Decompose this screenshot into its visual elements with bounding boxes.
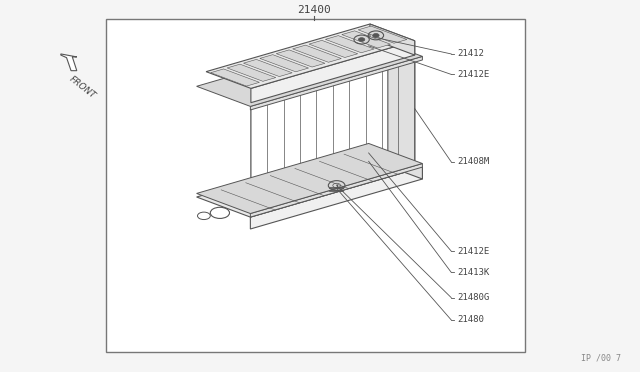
Polygon shape [243,60,292,77]
Polygon shape [227,64,276,81]
Polygon shape [370,24,415,55]
Polygon shape [211,69,259,86]
Polygon shape [276,50,325,67]
Polygon shape [250,57,422,110]
Polygon shape [260,55,308,72]
Text: 21412: 21412 [458,49,484,58]
Bar [106,19,525,352]
Polygon shape [250,167,422,229]
Text: FRONT: FRONT [67,74,97,100]
Text: 21412E: 21412E [458,247,490,256]
Polygon shape [196,144,422,214]
Polygon shape [224,45,415,103]
Text: 21400: 21400 [297,6,330,15]
Polygon shape [196,36,422,106]
Circle shape [372,33,379,37]
Polygon shape [292,45,341,62]
Polygon shape [369,147,422,179]
Polygon shape [196,147,422,217]
Polygon shape [388,45,415,162]
Polygon shape [251,41,415,103]
Polygon shape [342,31,390,48]
Polygon shape [61,54,77,71]
Text: 21480G: 21480G [458,293,490,302]
Polygon shape [206,24,415,89]
Polygon shape [251,55,415,210]
Text: 21412E: 21412E [458,70,490,79]
Polygon shape [250,164,422,217]
Polygon shape [309,41,358,58]
Text: 21408M: 21408M [458,157,490,166]
Text: 21480: 21480 [458,315,484,324]
Text: IP /00 7: IP /00 7 [581,354,621,363]
Text: 21413K: 21413K [458,268,490,277]
Circle shape [358,38,365,41]
Polygon shape [325,36,374,53]
Polygon shape [358,26,407,43]
